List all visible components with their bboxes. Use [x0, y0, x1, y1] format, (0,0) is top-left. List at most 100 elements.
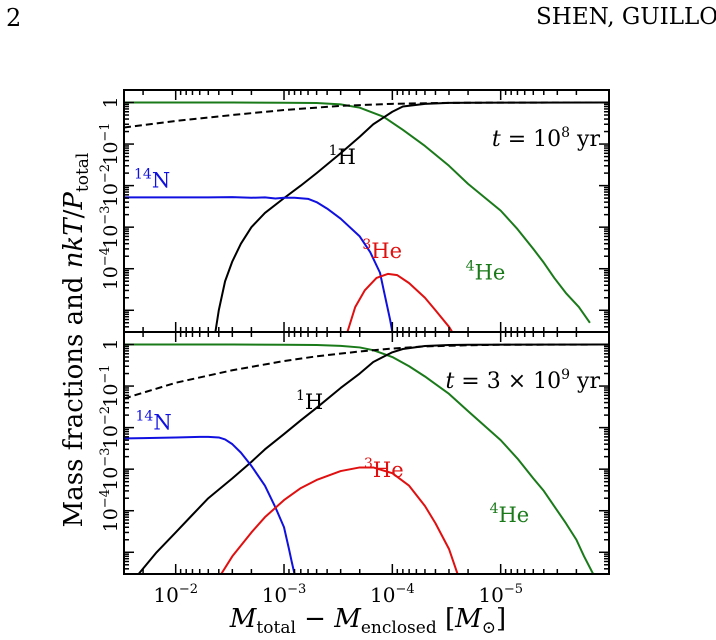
ylabel-p: P [59, 192, 89, 211]
series-group-top [124, 101, 609, 332]
y-tick-label: 10−1 [98, 122, 122, 165]
y-tick-base: 10 [100, 384, 122, 408]
series-label-he3: 3He [362, 237, 402, 263]
label-element: He [373, 458, 404, 482]
x-tick-base: 10 [262, 583, 287, 607]
xlabel-sub1: total [256, 618, 295, 638]
y-axis-label: Mass fractions and nkT/Ptotal [59, 153, 93, 528]
series-n14-line [124, 196, 394, 332]
label-element: He [475, 261, 506, 285]
plot-frame-bottom [123, 331, 610, 575]
x-tick-exp: −4 [395, 582, 414, 597]
annotation-exp: 9 [561, 367, 570, 383]
xlabel-sun: ⊙ [482, 618, 496, 638]
label-element: H [305, 390, 323, 414]
xlabel-minus: − [296, 604, 334, 634]
label-mass-number: 1 [329, 143, 338, 159]
y-tick-label: 10−3 [98, 448, 122, 491]
label-mass-number: 3 [362, 237, 371, 253]
x-tick-base: 10 [153, 583, 178, 607]
y-tick-base: 10 [100, 467, 122, 491]
y-tick-exp: −3 [98, 448, 113, 467]
label-mass-number: 14 [135, 409, 153, 425]
y-tick-label: 10−3 [98, 206, 122, 249]
annotation-eq: = 10 [501, 127, 561, 152]
series-label-n14: 14N [134, 167, 170, 193]
label-mass-number: 14 [134, 167, 152, 183]
label-element: N [153, 411, 171, 435]
label-mass-number: 3 [364, 456, 373, 472]
label-mass-number: 4 [490, 501, 499, 517]
label-element: H [338, 145, 356, 169]
y-tick-label: 10−1 [98, 364, 122, 407]
y-tick-base: 10 [100, 142, 122, 166]
series-n14-line [124, 435, 296, 574]
series-label-h1: 1H [296, 388, 323, 414]
annotation-unit: yr [570, 369, 600, 394]
label-element: N [152, 169, 170, 193]
series-he4-line [124, 101, 591, 324]
y-tick-base: 10 [100, 508, 122, 532]
ylabel-slash: / [59, 209, 89, 218]
y-tick-base: 10 [100, 183, 122, 207]
label-element: He [371, 239, 402, 263]
y-tick-exp: −3 [98, 206, 113, 225]
y-tick-label: 10−2 [98, 164, 122, 207]
x-tick-label: 10−4 [370, 582, 415, 607]
y-tick-label: 1 [100, 338, 122, 350]
ylabel-text: Mass fractions and [59, 268, 89, 527]
x-tick-label: 10−5 [478, 582, 523, 607]
label-mass-number: 4 [466, 259, 475, 275]
x-tick-label: 10−3 [262, 582, 307, 607]
x-tick-base: 10 [478, 583, 503, 607]
series-label-he4: 4He [490, 501, 530, 527]
series-group-bottom [124, 343, 609, 574]
x-tick-exp: −5 [504, 582, 523, 597]
y-tick-exp: −1 [98, 364, 113, 383]
x-tick-label: 10−2 [153, 582, 198, 607]
y-tick-label: 10−4 [98, 247, 122, 290]
time-annotation: t = 108 yr [492, 125, 601, 152]
series-he3-line [220, 466, 459, 574]
y-tick-exp: −4 [98, 489, 113, 508]
label-element: He [498, 503, 529, 527]
xlabel-m1: M [229, 604, 258, 634]
y-tick-exp: −4 [98, 247, 113, 266]
x-axis-label: Mtotal − Menclosed [M⊙] [229, 604, 506, 638]
series-nkt-line [124, 343, 609, 400]
time-annotation: t = 3 × 109 yr [445, 367, 600, 394]
series-he4-line [124, 343, 595, 574]
running-head: SHEN, GUILLO [536, 4, 716, 30]
x-tick-exp: −2 [179, 582, 198, 597]
xlabel-bracket-open: [ [437, 604, 455, 634]
x-tick-base: 10 [370, 583, 395, 607]
xlabel-sub2: enclosed [361, 618, 437, 638]
annotation-exp: 8 [561, 125, 570, 141]
series-he3-line [346, 272, 454, 332]
y-tick-label: 10−2 [98, 406, 122, 449]
xlabel-bracket-close: ] [496, 604, 506, 634]
series-label-he4: 4He [466, 259, 506, 285]
y-tick-exp: −2 [98, 164, 113, 183]
series-label-h1: 1H [329, 143, 356, 169]
y-tick-base: 10 [100, 425, 122, 449]
xlabel-m2: M [333, 604, 362, 634]
y-tick-exp: −2 [98, 406, 113, 425]
y-tick-base: 10 [100, 225, 122, 249]
series-label-n14: 14N [135, 409, 171, 435]
y-tick-label: 10−4 [98, 489, 122, 532]
series-label-he3: 3He [364, 456, 404, 482]
page-number: 2 [6, 4, 22, 32]
y-tick-label: 1 [100, 96, 122, 108]
label-mass-number: 1 [296, 388, 305, 404]
panel-bottom: 110−110−210−310−410−2 10−3 10−4 10−5t = 3 ×… [98, 331, 610, 607]
y-tick-exp: −1 [98, 122, 113, 141]
annotation-t: t [492, 127, 501, 152]
series-nkt-line [124, 101, 609, 129]
ylabel-nkt: nkT [59, 217, 89, 269]
annotation-unit: yr [570, 127, 600, 152]
annotation-t: t [445, 369, 454, 394]
x-tick-exp: −3 [287, 582, 306, 597]
